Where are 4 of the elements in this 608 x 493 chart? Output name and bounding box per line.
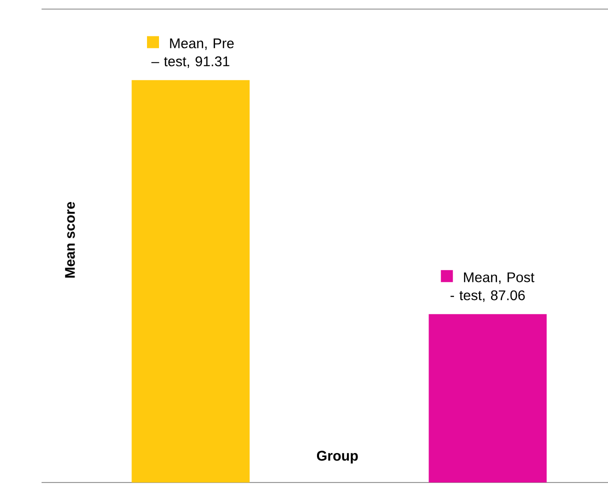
y-axis-title: Mean score — [65, 202, 75, 278]
data-label: Mean, Pre – test, 91.31 — [151, 38, 234, 68]
x-axis-title: Group — [316, 450, 358, 464]
data-label: Mean, Post - test, 87.06 — [450, 272, 534, 302]
